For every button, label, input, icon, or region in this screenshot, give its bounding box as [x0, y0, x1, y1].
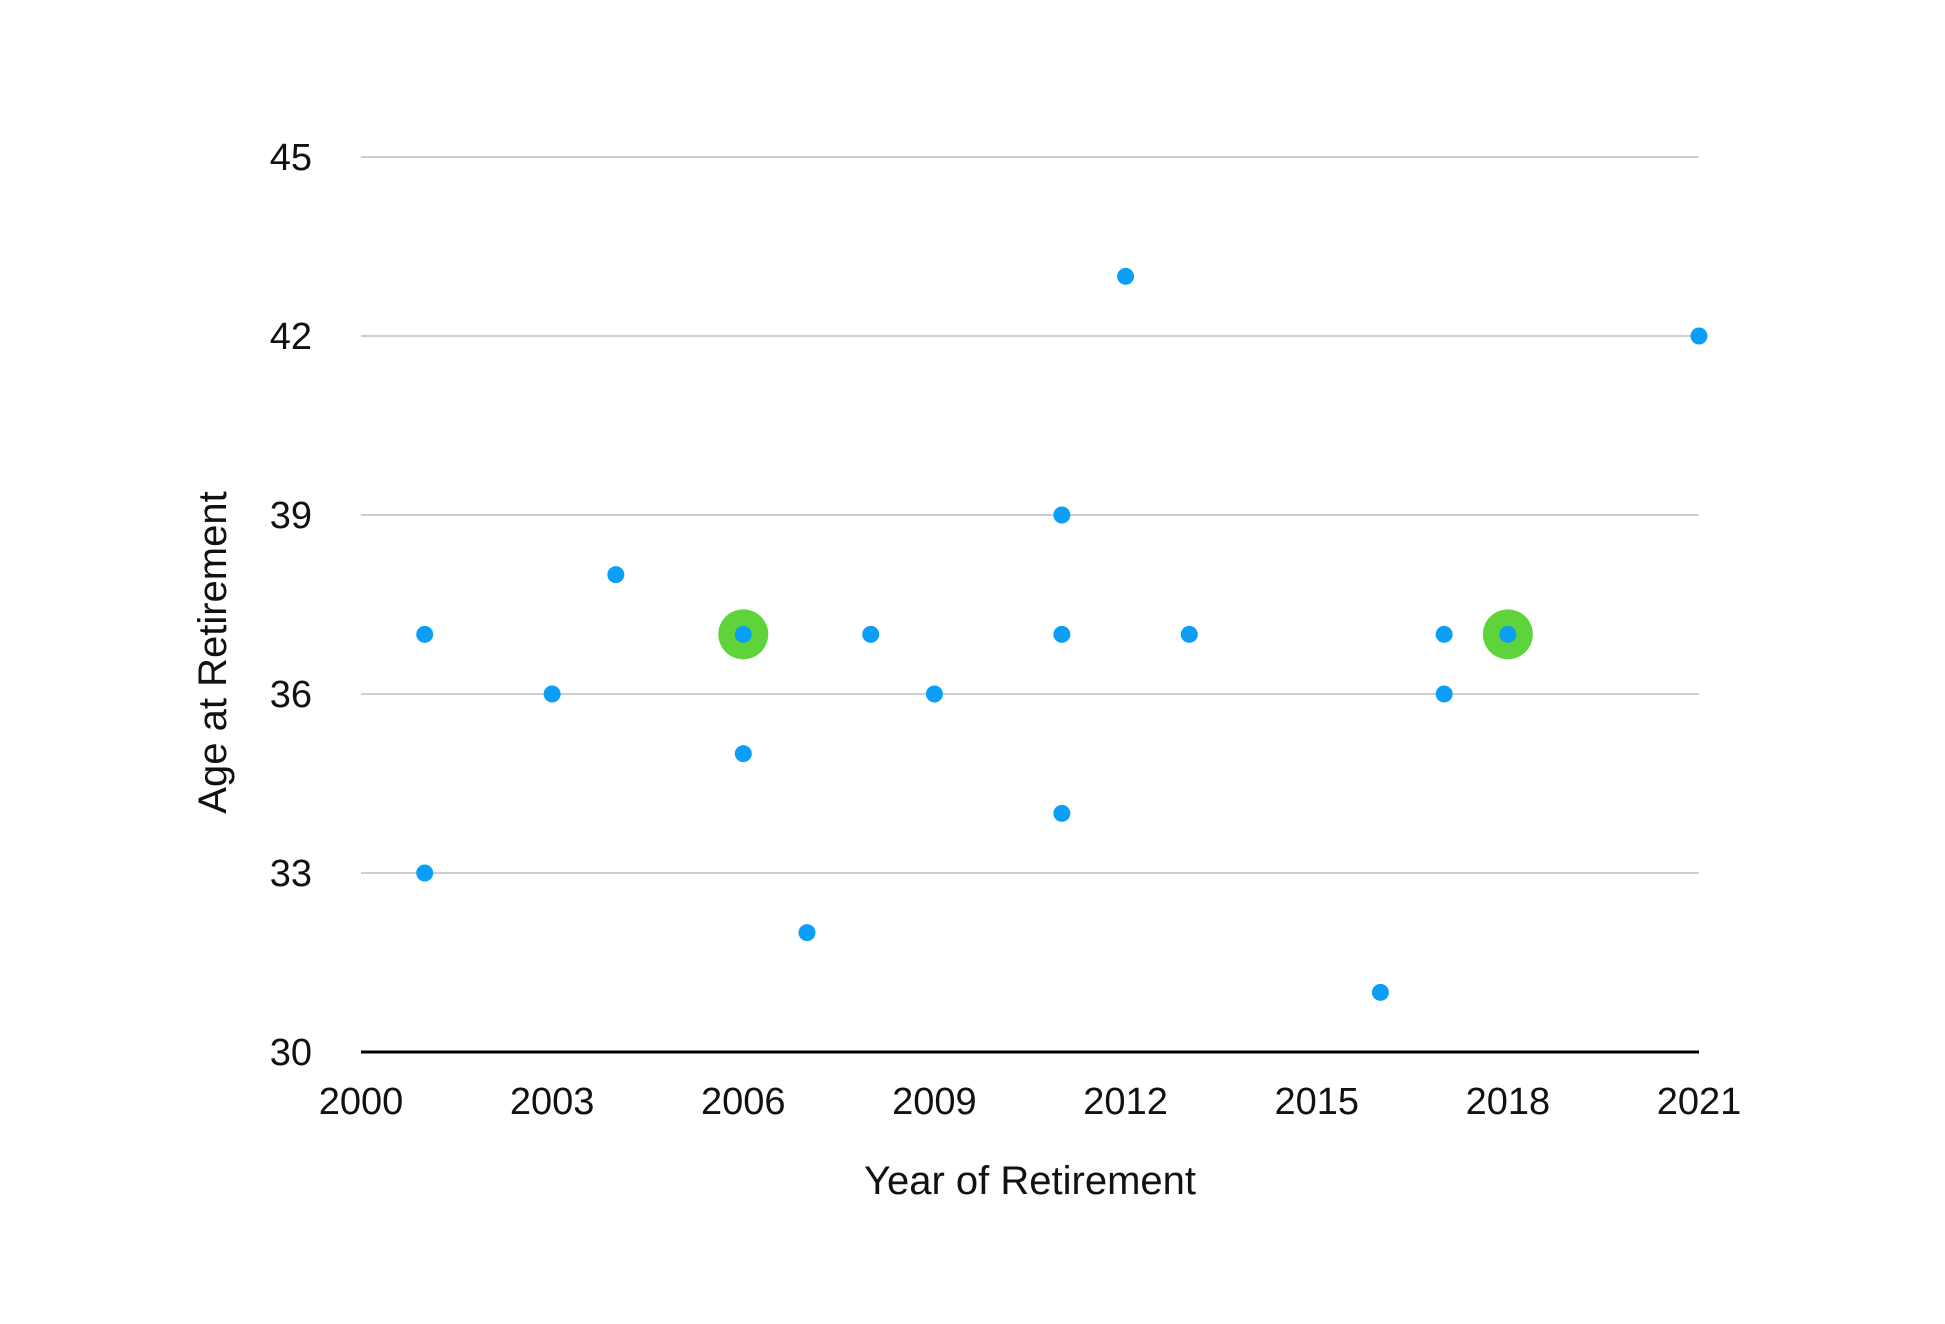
y-tick-label: 39	[270, 495, 312, 537]
data-point	[1371, 983, 1389, 1001]
x-tick-label: 2006	[701, 1081, 786, 1123]
data-point	[1499, 625, 1517, 643]
y-tick-label: 33	[270, 853, 312, 895]
x-tick-label: 2015	[1274, 1081, 1359, 1123]
data-point	[1053, 506, 1071, 524]
data-point	[798, 924, 816, 942]
data-point	[925, 685, 943, 703]
data-point	[607, 566, 625, 584]
data-point	[1117, 267, 1135, 285]
y-tick-label: 30	[270, 1032, 312, 1074]
data-point	[862, 625, 880, 643]
data-point	[543, 685, 561, 703]
data-point	[1053, 625, 1071, 643]
data-point	[734, 625, 752, 643]
x-axis-ticks: 2000 2003 2006 2009 2012 2015 2018 2021	[319, 1081, 1742, 1123]
data-point	[1053, 804, 1071, 822]
x-axis-title: Year of Retirement	[864, 1159, 1196, 1203]
data-point	[1690, 327, 1708, 345]
data-point	[1435, 625, 1453, 643]
data-point	[734, 745, 752, 763]
data-point	[1180, 625, 1198, 643]
gridlines	[361, 156, 1699, 874]
x-tick-label: 2012	[1083, 1081, 1168, 1123]
data-point	[416, 625, 434, 643]
y-tick-label: 42	[270, 316, 312, 358]
x-tick-label: 2000	[319, 1081, 404, 1123]
y-axis-title: Age at Retirement	[191, 491, 235, 813]
y-tick-label: 36	[270, 674, 312, 716]
data-point	[1435, 685, 1453, 703]
data-point	[416, 864, 434, 882]
data-points	[416, 267, 1708, 1001]
y-axis-ticks: 30 33 36 39 42 45	[270, 137, 312, 1074]
y-tick-label: 45	[270, 137, 312, 179]
x-tick-label: 2021	[1657, 1081, 1742, 1123]
x-tick-label: 2018	[1466, 1081, 1551, 1123]
x-tick-label: 2009	[892, 1081, 977, 1123]
x-tick-label: 2003	[510, 1081, 595, 1123]
